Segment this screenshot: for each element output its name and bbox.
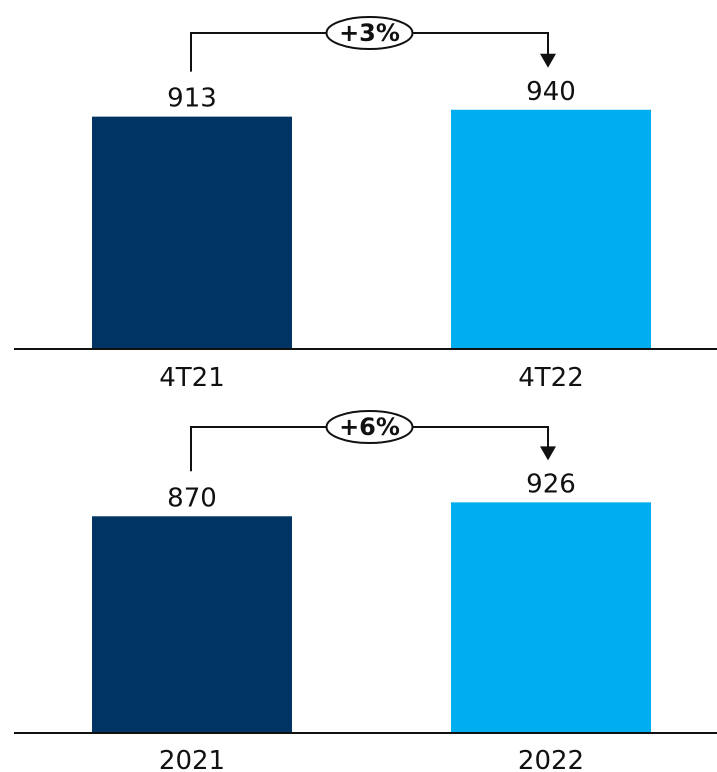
change-label: +3% bbox=[339, 19, 400, 47]
bar-2022 bbox=[451, 502, 651, 733]
x-tick-label-2022: 2022 bbox=[518, 746, 584, 772]
chart-panel-1: 913 4T21 940 4T22 +3% bbox=[14, 16, 717, 393]
value-label-2021: 870 bbox=[167, 483, 217, 513]
value-label-4T22: 940 bbox=[526, 77, 576, 107]
change-label: +6% bbox=[339, 413, 400, 441]
chart-panel-2: 870 2021 926 2022 +6% bbox=[14, 410, 717, 772]
x-tick-label-4T21: 4T21 bbox=[159, 363, 225, 393]
change-arrow-icon bbox=[540, 53, 556, 68]
value-label-4T21: 913 bbox=[167, 84, 217, 114]
bar-4T21 bbox=[92, 116, 292, 349]
value-label-2022: 926 bbox=[526, 469, 576, 499]
change-badge bbox=[325, 410, 414, 444]
x-tick-label-2021: 2021 bbox=[159, 746, 225, 772]
bar-2021 bbox=[92, 516, 292, 733]
change-badge bbox=[325, 16, 414, 50]
bar-4T22 bbox=[451, 109, 651, 350]
x-tick-label-4T22: 4T22 bbox=[518, 363, 584, 393]
change-arrow-icon bbox=[540, 446, 556, 461]
